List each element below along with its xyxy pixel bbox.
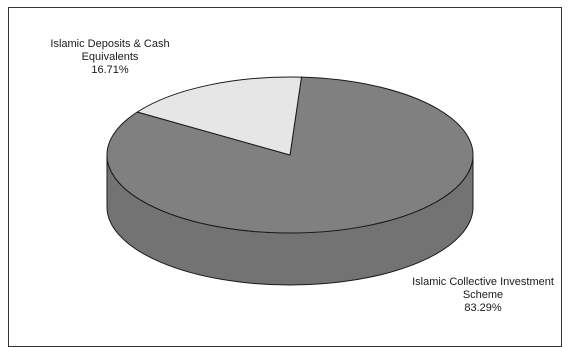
slice-label-cis: Islamic Collective Investment Scheme 83.…: [398, 276, 568, 315]
slice-label-deposits: Islamic Deposits & Cash Equivalents 16.7…: [35, 38, 185, 77]
slice-label-cis-line2: Scheme: [462, 289, 504, 301]
slice-label-cis-line1: Islamic Collective Investment: [412, 276, 554, 288]
slice-label-deposits-percent: 16.71%: [91, 64, 129, 76]
slice-label-deposits-line2: Equivalents: [81, 51, 139, 63]
slice-label-cis-percent: 83.29%: [464, 302, 502, 314]
pie-slice-1: [136, 76, 303, 156]
slice-label-deposits-line1: Islamic Deposits & Cash: [50, 38, 170, 50]
